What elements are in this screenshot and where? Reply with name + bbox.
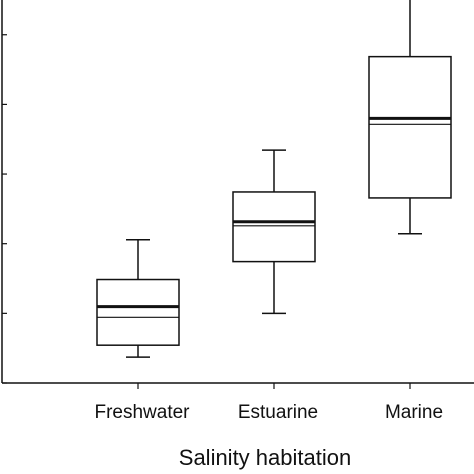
box-freshwater	[96, 238, 180, 358]
category-label-estuarine: Estuarine	[238, 402, 318, 423]
interquartile-box	[368, 55, 452, 199]
x-axis-title: Salinity habitation	[179, 445, 351, 470]
category-label-freshwater: Freshwater	[94, 402, 190, 423]
category-label-marine: Marine	[385, 402, 443, 423]
category-labels: Freshwater Estuarine Marine	[94, 402, 443, 423]
box-series	[96, 0, 452, 358]
box-marine	[368, 0, 452, 235]
interquartile-box	[96, 278, 180, 346]
axes	[1, 0, 474, 389]
box-estuarine	[232, 149, 316, 315]
interquartile-box	[232, 191, 316, 263]
